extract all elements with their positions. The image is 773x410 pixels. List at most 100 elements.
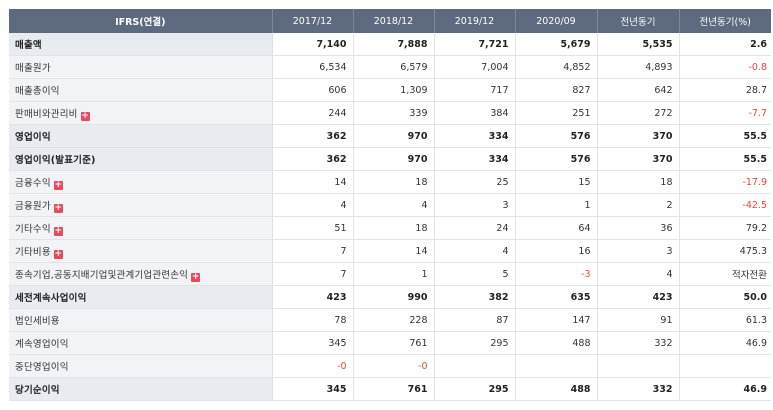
- value-cell: -3: [515, 262, 598, 286]
- value-cell: 50.0: [679, 285, 771, 309]
- row-label: 매출원가: [15, 63, 51, 74]
- value-cell: 24: [434, 216, 516, 240]
- value-cell: 5,535: [597, 33, 680, 56]
- value-cell: 272: [597, 101, 680, 125]
- row-label: 매출액: [15, 40, 42, 51]
- row-label-cell: 금융원가 +: [9, 193, 273, 217]
- table-row: 계속영업이익 345 761 295 488 332 46.9: [9, 331, 771, 355]
- value-cell: 7: [272, 239, 354, 263]
- value-cell: 61.3: [679, 308, 771, 332]
- value-cell: 7,721: [434, 33, 516, 56]
- value-cell: 488: [515, 377, 598, 401]
- row-label-cell: 중단영업이익: [9, 354, 273, 378]
- value-cell: 36: [597, 216, 680, 240]
- expand-plus-icon[interactable]: +: [191, 271, 201, 282]
- row-label-cell: 매출원가: [9, 55, 273, 79]
- value-cell: 5,679: [515, 33, 598, 56]
- value-cell: 15: [515, 170, 598, 194]
- header-period: 전년동기(%): [679, 9, 771, 33]
- row-label: 종속기업,공동지배기업및관계기업관련손익: [15, 269, 189, 281]
- row-label-cell: 금융수익 +: [9, 170, 273, 194]
- table-header-row: IFRS(연결) 2017/12 2018/12 2019/12 2020/09…: [9, 9, 771, 33]
- value-cell: 384: [434, 101, 516, 125]
- expand-plus-icon[interactable]: +: [53, 179, 63, 190]
- value-cell: 4: [434, 239, 516, 263]
- value-cell: 55.5: [679, 124, 771, 148]
- row-label-cell: 기타수익 +: [9, 216, 273, 240]
- expand-plus-icon[interactable]: +: [53, 202, 63, 213]
- table-row: 금융수익 +14 18 25 15 18 -17.9: [9, 170, 771, 194]
- value-cell: 18: [353, 170, 435, 194]
- value-cell: 78: [272, 308, 354, 332]
- header-period: 2018/12: [353, 9, 435, 33]
- value-cell: 295: [434, 331, 516, 355]
- value-cell: 334: [434, 124, 516, 148]
- value-cell: -42.5: [679, 193, 771, 217]
- row-label-cell: 영업이익: [9, 124, 273, 148]
- row-label-cell: 당기순이익: [9, 377, 273, 401]
- value-cell: 635: [515, 285, 598, 309]
- value-cell: 7,140: [272, 33, 354, 56]
- header-period: 2019/12: [434, 9, 516, 33]
- value-cell: 251: [515, 101, 598, 125]
- value-cell: 576: [515, 124, 598, 148]
- value-cell: -17.9: [679, 170, 771, 194]
- value-cell: 14: [272, 170, 354, 194]
- table-row: 매출액 7,140 7,888 7,721 5,679 5,535 2.6: [9, 33, 771, 56]
- value-cell: 46.9: [679, 331, 771, 355]
- value-cell: 적자전환: [679, 262, 771, 286]
- row-label: 금융수익: [15, 177, 51, 189]
- value-cell: -0: [353, 354, 435, 378]
- value-cell: 28.7: [679, 78, 771, 102]
- value-cell: 761: [353, 331, 435, 355]
- value-cell: 345: [272, 331, 354, 355]
- value-cell: 717: [434, 78, 516, 102]
- value-cell: 25: [434, 170, 516, 194]
- value-cell: 4: [597, 262, 680, 286]
- value-cell: 7,888: [353, 33, 435, 56]
- row-label-cell: 매출총이익: [9, 78, 273, 102]
- value-cell: [434, 354, 516, 378]
- value-cell: 55.5: [679, 147, 771, 171]
- table-row: 영업이익(발표기준) 362 970 334 576 370 55.5: [9, 147, 771, 171]
- value-cell: 827: [515, 78, 598, 102]
- value-cell: 295: [434, 377, 516, 401]
- row-label: 당기순이익: [15, 385, 60, 396]
- value-cell: 332: [597, 377, 680, 401]
- value-cell: 345: [272, 377, 354, 401]
- value-cell: [515, 354, 598, 378]
- value-cell: 332: [597, 331, 680, 355]
- value-cell: [679, 354, 771, 378]
- value-cell: 382: [434, 285, 516, 309]
- value-cell: 2.6: [679, 33, 771, 56]
- expand-plus-icon[interactable]: +: [53, 225, 63, 236]
- row-label-cell: 매출액: [9, 33, 273, 56]
- table-row: 세전계속사업이익 423 990 382 635 423 50.0: [9, 285, 771, 309]
- value-cell: 18: [353, 216, 435, 240]
- row-label: 중단영업이익: [15, 362, 69, 373]
- table-body: 매출액 7,140 7,888 7,721 5,679 5,535 2.6 매출원가 6,534…: [9, 33, 771, 401]
- expand-plus-icon[interactable]: +: [80, 110, 90, 121]
- table-row: 중단영업이익 -0 -0: [9, 354, 771, 378]
- value-cell: 488: [515, 331, 598, 355]
- value-cell: [597, 354, 680, 378]
- table-row: 당기순이익 345 761 295 488 332 46.9: [9, 377, 771, 401]
- value-cell: 51: [272, 216, 354, 240]
- value-cell: 423: [272, 285, 354, 309]
- value-cell: 761: [353, 377, 435, 401]
- value-cell: -0: [272, 354, 354, 378]
- value-cell: 4: [353, 193, 435, 217]
- row-label: 법인세비용: [15, 316, 60, 327]
- value-cell: 79.2: [679, 216, 771, 240]
- value-cell: 46.9: [679, 377, 771, 401]
- value-cell: 970: [353, 124, 435, 148]
- value-cell: 1,309: [353, 78, 435, 102]
- expand-plus-icon[interactable]: +: [53, 248, 63, 259]
- row-label-cell: 법인세비용: [9, 308, 273, 332]
- table-row: 영업이익 362 970 334 576 370 55.5: [9, 124, 771, 148]
- value-cell: 642: [597, 78, 680, 102]
- value-cell: 423: [597, 285, 680, 309]
- header-period: 2017/12: [272, 9, 354, 33]
- value-cell: 14: [353, 239, 435, 263]
- value-cell: 2: [597, 193, 680, 217]
